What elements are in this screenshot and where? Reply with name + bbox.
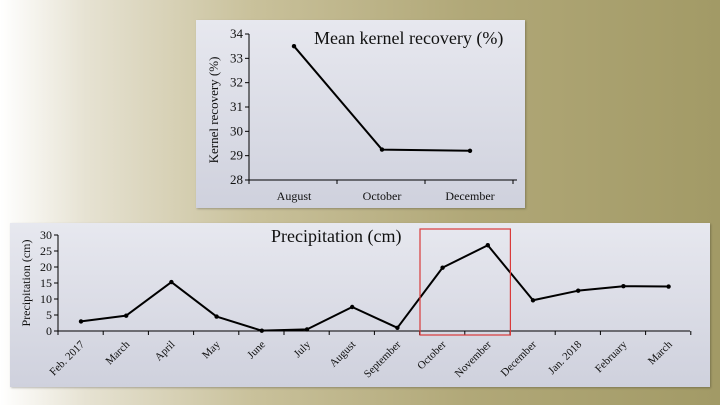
series-line bbox=[80, 244, 669, 332]
y-tick-label: 28 bbox=[230, 172, 243, 187]
series-line bbox=[293, 45, 471, 152]
data-point bbox=[440, 265, 445, 270]
x-tick-label: October bbox=[415, 338, 449, 372]
highlight-box bbox=[419, 228, 512, 336]
y-tick-label: 10 bbox=[40, 292, 52, 306]
y-tick-label: 5 bbox=[46, 308, 52, 322]
data-point bbox=[530, 298, 536, 303]
y-tick-label: 15 bbox=[40, 276, 52, 290]
data-point bbox=[291, 43, 297, 49]
x-tick-label: May bbox=[200, 338, 223, 361]
precipitation-chart-panel: Precipitation (cm) Precipitation (cm) 0 5… bbox=[10, 223, 710, 387]
y-tick-label: 32 bbox=[230, 75, 243, 90]
data-point bbox=[395, 325, 400, 330]
y-tick-label: 20 bbox=[40, 260, 52, 274]
x-tick-label: Feb. 2017 bbox=[48, 338, 88, 378]
data-point bbox=[259, 328, 264, 333]
data-point bbox=[576, 288, 581, 293]
x-tick-label: December bbox=[445, 189, 494, 203]
y-tick-label: 0 bbox=[46, 324, 52, 338]
y-tick-label: 31 bbox=[230, 99, 243, 114]
x-tick-label: November bbox=[453, 338, 495, 380]
x-tick-label: December bbox=[499, 338, 540, 379]
y-tick-label: 25 bbox=[40, 244, 52, 258]
y-axis-label: Precipitation (cm) bbox=[19, 240, 33, 327]
y-tick-label: 34 bbox=[230, 26, 244, 41]
x-tick-label: March bbox=[646, 338, 675, 367]
y-tick-label: 33 bbox=[230, 50, 243, 65]
data-point bbox=[485, 243, 490, 248]
chart-title: Precipitation (cm) bbox=[271, 226, 401, 247]
kernel-recovery-chart-panel: Mean kernel recovery (%) Kernel recovery… bbox=[196, 20, 525, 208]
x-tick-label: April bbox=[153, 339, 178, 364]
data-point bbox=[621, 284, 626, 289]
data-point bbox=[467, 148, 473, 153]
y-axis-label: Kernel recovery (%) bbox=[206, 57, 221, 164]
data-point bbox=[124, 313, 129, 318]
x-tick-label: August bbox=[327, 339, 358, 370]
data-point bbox=[214, 314, 219, 319]
y-tick-label: 29 bbox=[230, 148, 243, 163]
data-point bbox=[78, 319, 84, 324]
x-tick-label: June bbox=[245, 339, 268, 362]
data-point bbox=[169, 279, 174, 285]
precipitation-chart: Precipitation (cm) Precipitation (cm) 0 5… bbox=[19, 226, 692, 380]
x-tick-label: Jan. 2018 bbox=[546, 338, 585, 377]
x-tick-label: July bbox=[292, 338, 314, 360]
x-tick-label: August bbox=[277, 189, 312, 203]
data-point bbox=[304, 327, 310, 332]
x-tick-label: March bbox=[104, 338, 133, 367]
kernel-recovery-chart: Mean kernel recovery (%) Kernel recovery… bbox=[206, 26, 517, 203]
chart-title: Mean kernel recovery (%) bbox=[314, 28, 503, 49]
x-tick-label: September bbox=[362, 338, 404, 380]
x-tick-label: February bbox=[593, 338, 630, 375]
data-point bbox=[379, 147, 385, 152]
data-point bbox=[350, 304, 355, 310]
y-tick-label: 30 bbox=[230, 123, 243, 138]
data-point bbox=[666, 284, 671, 289]
x-tick-label: October bbox=[363, 189, 402, 203]
y-tick-label: 30 bbox=[40, 228, 52, 242]
